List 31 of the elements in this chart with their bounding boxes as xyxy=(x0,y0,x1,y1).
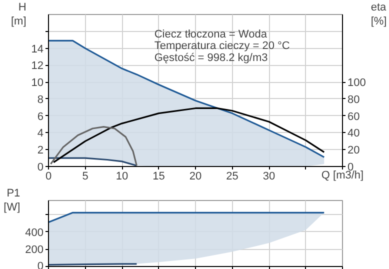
annotation: Ciecz tłoczona = Woda xyxy=(154,28,268,40)
annotation: Temperatura cieczy = 20 °C xyxy=(154,40,290,52)
y-tick-label: 10 xyxy=(31,77,44,90)
line-series xyxy=(50,126,138,166)
y-tick-label: 0 xyxy=(37,162,44,174)
y-tick-label: 12 xyxy=(31,60,44,72)
y-tick-label: 2 xyxy=(37,144,44,157)
y-tick-label: 8 xyxy=(37,94,44,106)
y-tick-label: 4 xyxy=(37,128,44,140)
x-tick-label: 30 xyxy=(262,170,276,182)
y-tick-label: 14 xyxy=(31,43,44,56)
line-series xyxy=(52,107,325,164)
annotation: Gęstość = 998.2 kg/m3 xyxy=(154,52,268,64)
x-tick-label: 15 xyxy=(152,170,165,182)
x-tick-label: 20 xyxy=(189,170,202,182)
y2-axis-title: eta [%] xyxy=(370,1,388,28)
line-series xyxy=(48,157,138,166)
y2-tick-label: 40 xyxy=(348,128,360,140)
x-tick-label: 10 xyxy=(116,170,128,182)
y2-tick-label: 100 xyxy=(348,77,366,90)
y-axis-title: P1 [W] xyxy=(4,187,20,214)
y-axis-title: H [m] xyxy=(10,1,26,28)
y2-tick-label: 20 xyxy=(348,144,360,157)
x-tick-label: 0 xyxy=(45,170,52,182)
y2-tick-label: 80 xyxy=(348,94,360,106)
y-tick-label: 200 xyxy=(25,244,44,256)
x-tick-label: 25 xyxy=(226,170,238,182)
x-tick-label: 5 xyxy=(82,170,88,182)
y2-tick-label: 60 xyxy=(348,110,360,123)
y-tick-label: 6 xyxy=(37,110,44,123)
y-tick-label: 400 xyxy=(25,226,44,239)
